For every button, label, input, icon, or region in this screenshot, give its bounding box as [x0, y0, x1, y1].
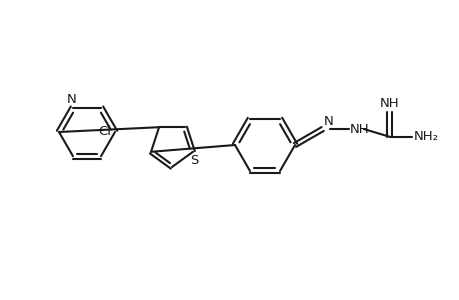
- Text: NH: NH: [379, 97, 398, 110]
- Text: NH: NH: [349, 122, 369, 136]
- Text: N: N: [67, 93, 77, 106]
- Text: Cl: Cl: [98, 124, 111, 137]
- Text: NH₂: NH₂: [413, 130, 438, 143]
- Text: S: S: [189, 154, 198, 167]
- Text: N: N: [323, 115, 333, 128]
